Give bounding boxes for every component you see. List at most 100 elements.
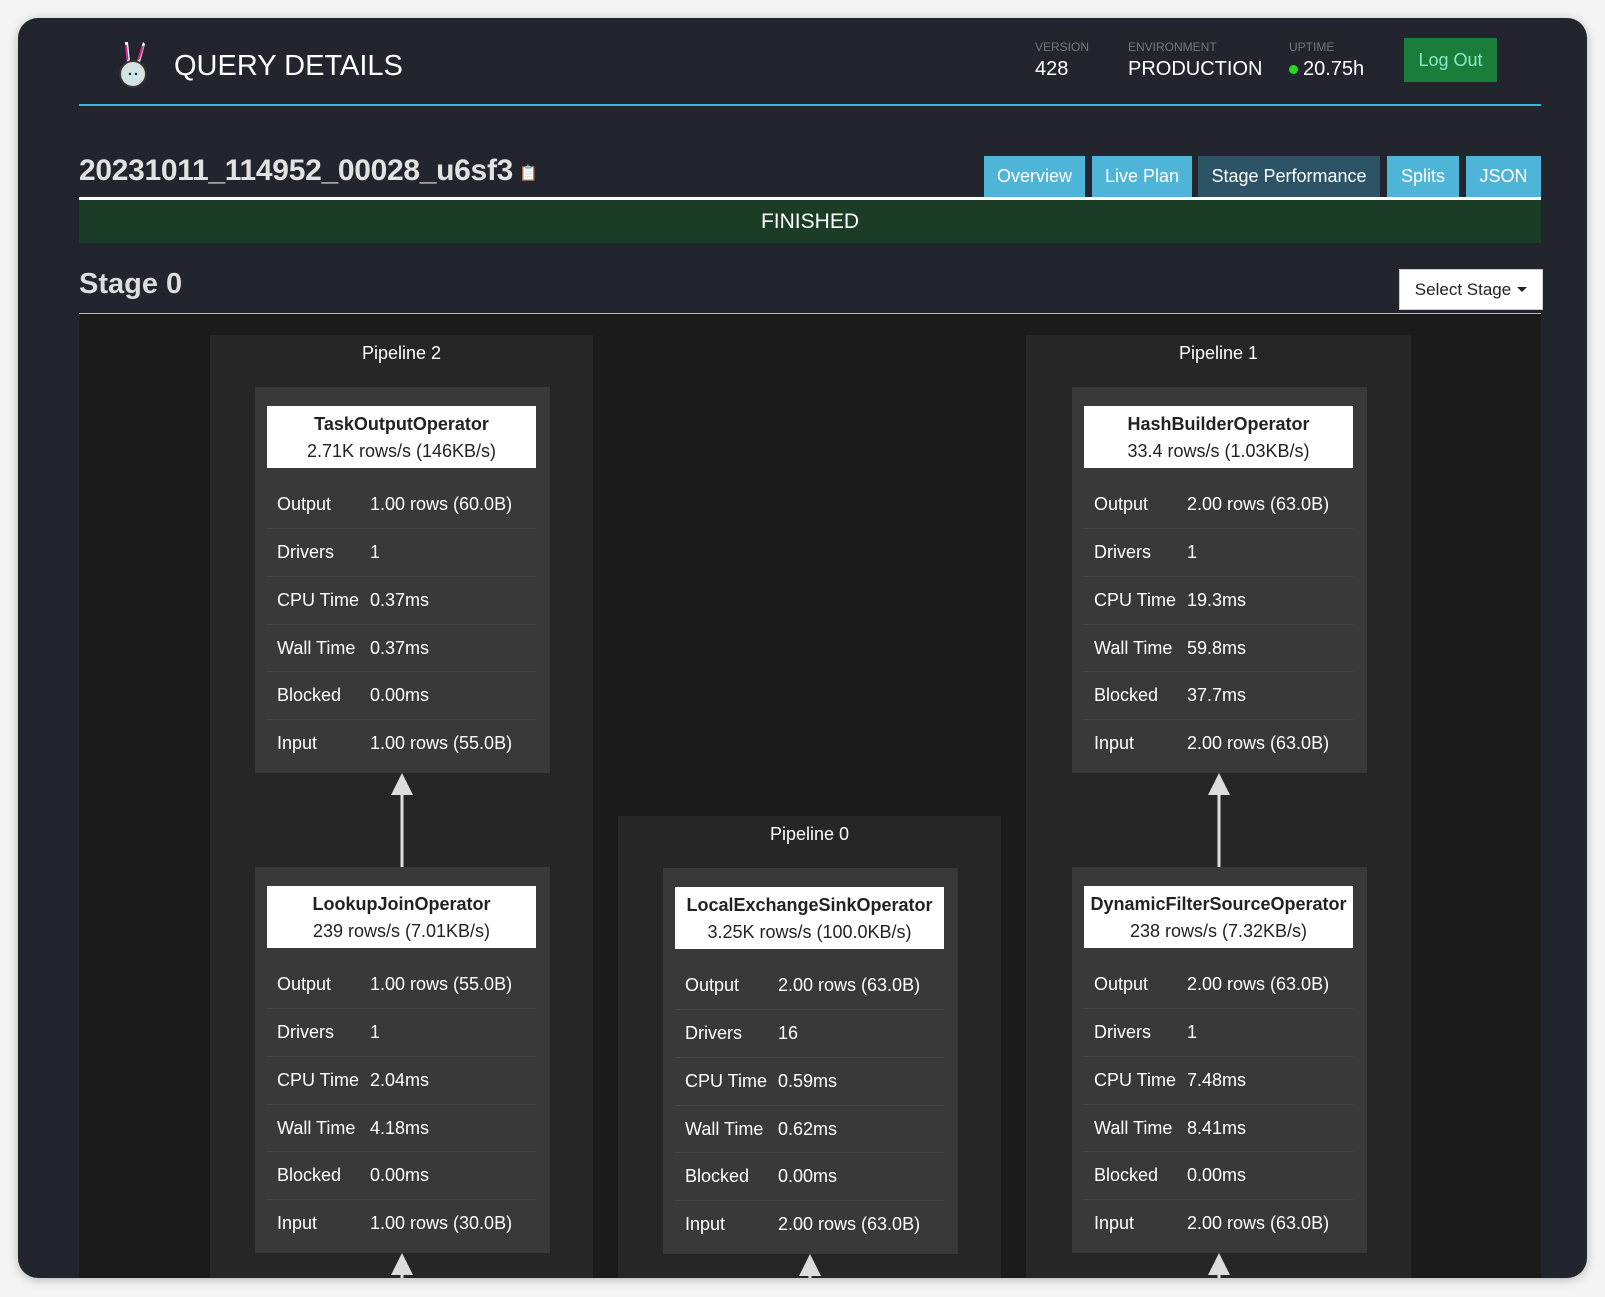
stat-label: CPU Time xyxy=(1094,590,1177,610)
stat-label: Input xyxy=(277,733,318,753)
stat-label: Output xyxy=(685,974,740,995)
stat-label: Drivers xyxy=(277,1022,334,1042)
stat-label: Wall Time xyxy=(277,1118,356,1138)
select-stage-dropdown[interactable]: Select Stage xyxy=(1399,269,1543,310)
stat-row: Input 1.00 rows (30.0B) xyxy=(267,1199,536,1247)
stat-row: Wall Time 59.8ms xyxy=(1084,624,1353,672)
stat-label: Input xyxy=(277,1213,318,1233)
stat-row: Output 1.00 rows (55.0B) xyxy=(267,960,536,1008)
operator-card[interactable]: LocalExchangeSinkOperator 3.25K rows/s (… xyxy=(663,868,958,1254)
stat-row: CPU Time 7.48ms xyxy=(1084,1056,1353,1104)
tabs-divider xyxy=(79,197,1541,200)
stat-row: Output 2.00 rows (63.0B) xyxy=(1084,480,1353,528)
stat-label: CPU Time xyxy=(277,590,360,610)
stat-row: Drivers 1 xyxy=(267,528,536,576)
stat-value: 4.18ms xyxy=(370,1118,430,1138)
uptime-label: UPTIME xyxy=(1289,40,1335,54)
stat-label: CPU Time xyxy=(277,1070,360,1090)
bunny-logo-icon xyxy=(119,42,147,88)
stat-row: Input 1.00 rows (55.0B) xyxy=(267,719,536,767)
tab-overview[interactable]: Overview xyxy=(984,156,1085,197)
pipeline-2: Pipeline 2 TaskOutputOperator 2.71K rows… xyxy=(210,335,593,1278)
stat-label: Input xyxy=(1094,1213,1135,1233)
stat-value: 0.00ms xyxy=(778,1166,838,1186)
operator-rate: 3.25K rows/s (100.0KB/s) xyxy=(707,922,912,942)
operator-rate: 33.4 rows/s (1.03KB/s) xyxy=(1127,441,1310,461)
operator-card[interactable]: LookupJoinOperator 239 rows/s (7.01KB/s)… xyxy=(255,867,550,1253)
operator-name: DynamicFilterSourceOperator xyxy=(1090,894,1347,914)
stat-label: Output xyxy=(277,973,332,994)
stat-label: Blocked xyxy=(1094,1165,1159,1185)
stat-value: 0.37ms xyxy=(370,590,430,610)
stat-row: Wall Time 4.18ms xyxy=(267,1104,536,1152)
stat-row: CPU Time 2.04ms xyxy=(267,1056,536,1104)
stat-label: Wall Time xyxy=(1094,638,1173,658)
stat-value: 8.41ms xyxy=(1187,1118,1247,1138)
stat-label: Drivers xyxy=(277,542,334,562)
environment-label: ENVIRONMENT xyxy=(1128,40,1217,54)
stat-value: 2.00 rows (63.0B) xyxy=(1187,973,1330,994)
flow-arrow-up-icon xyxy=(1208,773,1230,867)
flow-arrow-up-icon xyxy=(799,1254,821,1278)
operator-header: LookupJoinOperator 239 rows/s (7.01KB/s) xyxy=(267,886,536,948)
stat-row: Blocked 0.00ms xyxy=(1084,1151,1353,1199)
tab-splits[interactable]: Splits xyxy=(1387,156,1459,197)
operator-card[interactable]: HashBuilderOperator 33.4 rows/s (1.03KB/… xyxy=(1072,387,1367,773)
operator-rate: 238 rows/s (7.32KB/s) xyxy=(1129,921,1308,941)
stat-value: 2.00 rows (63.0B) xyxy=(1187,493,1330,514)
pipeline-title: Pipeline 0 xyxy=(769,824,850,844)
pipeline-title: Pipeline 1 xyxy=(1178,343,1259,363)
stat-row: Input 2.00 rows (63.0B) xyxy=(675,1200,944,1248)
stat-row: Drivers 1 xyxy=(267,1008,536,1056)
stat-row: Output 2.00 rows (63.0B) xyxy=(675,961,944,1009)
pipeline-0: Pipeline 0 LocalExchangeSinkOperator 3.2… xyxy=(618,816,1001,1278)
operator-header: TaskOutputOperator 2.71K rows/s (146KB/s… xyxy=(267,406,536,468)
page-title: QUERY DETAILS xyxy=(174,50,403,82)
tab-stage-performance[interactable]: Stage Performance xyxy=(1198,156,1380,197)
tab-live-plan[interactable]: Live Plan xyxy=(1092,156,1192,197)
stat-label: Wall Time xyxy=(685,1119,764,1139)
stat-row: Blocked 0.00ms xyxy=(675,1152,944,1200)
stat-label: Blocked xyxy=(1094,685,1159,705)
operator-name: HashBuilderOperator xyxy=(1127,414,1310,434)
stat-value: 1.00 rows (55.0B) xyxy=(370,733,513,753)
stage-divider xyxy=(79,313,1541,314)
tab-json[interactable]: JSON xyxy=(1466,156,1541,197)
stat-label: Drivers xyxy=(685,1023,742,1043)
stat-row: Blocked 37.7ms xyxy=(1084,671,1353,719)
stat-value: 1.00 rows (60.0B) xyxy=(370,493,513,514)
stat-label: Wall Time xyxy=(277,638,356,658)
stat-value: 1 xyxy=(1187,542,1198,562)
stat-value: 1 xyxy=(370,542,381,562)
stat-label: CPU Time xyxy=(685,1071,768,1091)
stat-value: 0.59ms xyxy=(778,1071,838,1091)
flow-arrow-up-icon xyxy=(1208,1253,1230,1278)
copy-clipboard-icon[interactable]: 📋 xyxy=(519,165,538,183)
operator-card[interactable]: TaskOutputOperator 2.71K rows/s (146KB/s… xyxy=(255,387,550,773)
stat-label: Blocked xyxy=(277,1165,342,1185)
app-window: QUERY DETAILS VERSION 428 ENVIRONMENT PR… xyxy=(18,18,1587,1278)
stat-label: Input xyxy=(685,1214,726,1234)
header-divider xyxy=(79,104,1541,106)
stat-label: Output xyxy=(1094,973,1149,994)
stat-value: 2.00 rows (63.0B) xyxy=(778,1214,921,1234)
pipeline-graph[interactable]: Pipeline 2 TaskOutputOperator 2.71K rows… xyxy=(79,314,1541,1278)
stat-row: Blocked 0.00ms xyxy=(267,671,536,719)
operator-name: LocalExchangeSinkOperator xyxy=(686,895,933,915)
uptime-value: 20.75h xyxy=(1303,58,1365,80)
logout-button[interactable]: Log Out xyxy=(1404,38,1497,82)
stat-label: Blocked xyxy=(277,685,342,705)
stat-value: 1 xyxy=(370,1022,381,1042)
stat-row: Drivers 16 xyxy=(675,1009,944,1057)
operator-name: TaskOutputOperator xyxy=(314,414,489,434)
stat-row: Input 2.00 rows (63.0B) xyxy=(1084,1199,1353,1247)
flow-arrow-up-icon xyxy=(391,1253,413,1278)
operator-card[interactable]: DynamicFilterSourceOperator 238 rows/s (… xyxy=(1072,867,1367,1253)
stat-value: 2.00 rows (63.0B) xyxy=(778,974,921,995)
stat-label: Drivers xyxy=(1094,542,1151,562)
version-value: 428 xyxy=(1035,58,1069,80)
stat-label: Drivers xyxy=(1094,1022,1151,1042)
operator-rate: 239 rows/s (7.01KB/s) xyxy=(312,921,491,941)
environment-value: PRODUCTION xyxy=(1128,58,1263,80)
stat-row: Blocked 0.00ms xyxy=(267,1151,536,1199)
